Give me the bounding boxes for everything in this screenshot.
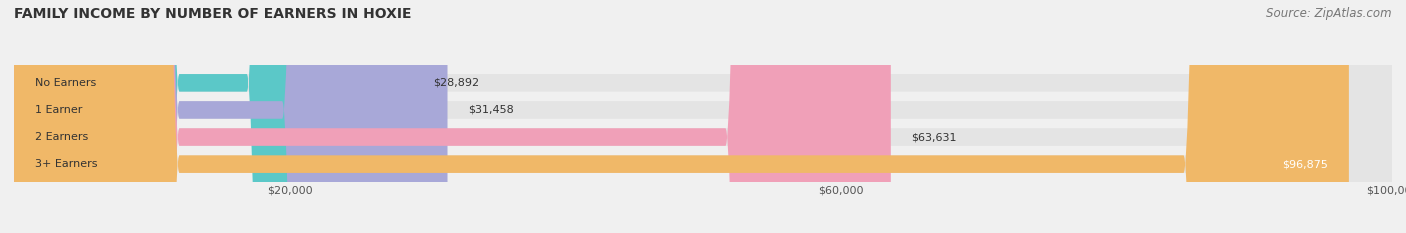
Text: FAMILY INCOME BY NUMBER OF EARNERS IN HOXIE: FAMILY INCOME BY NUMBER OF EARNERS IN HO… (14, 7, 412, 21)
FancyBboxPatch shape (14, 0, 1392, 233)
FancyBboxPatch shape (14, 0, 1392, 233)
Text: $28,892: $28,892 (433, 78, 479, 88)
Text: $63,631: $63,631 (911, 132, 957, 142)
Text: $96,875: $96,875 (1282, 159, 1329, 169)
FancyBboxPatch shape (14, 0, 1392, 233)
FancyBboxPatch shape (14, 0, 447, 233)
Text: $31,458: $31,458 (468, 105, 515, 115)
FancyBboxPatch shape (14, 0, 412, 233)
FancyBboxPatch shape (14, 0, 1348, 233)
Text: No Earners: No Earners (35, 78, 96, 88)
Text: 2 Earners: 2 Earners (35, 132, 89, 142)
FancyBboxPatch shape (14, 0, 891, 233)
Text: 1 Earner: 1 Earner (35, 105, 82, 115)
Text: 3+ Earners: 3+ Earners (35, 159, 97, 169)
FancyBboxPatch shape (14, 0, 1392, 233)
Text: Source: ZipAtlas.com: Source: ZipAtlas.com (1267, 7, 1392, 20)
